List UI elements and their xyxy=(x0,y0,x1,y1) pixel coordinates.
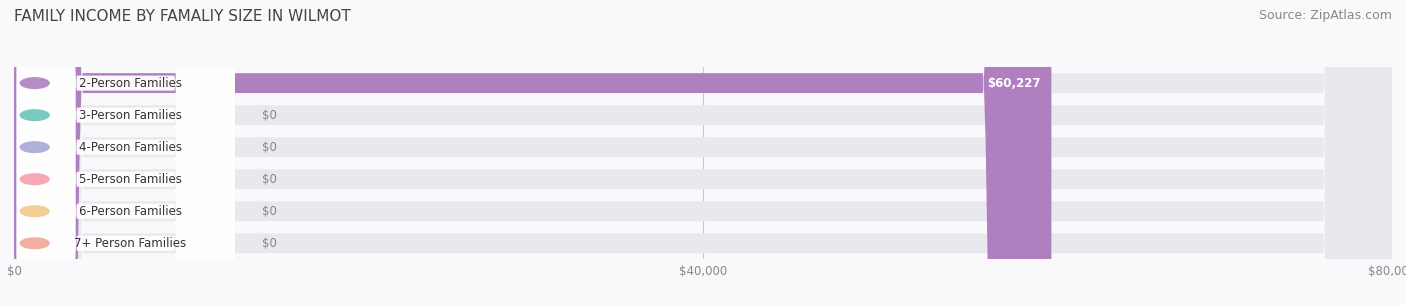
Text: 5-Person Families: 5-Person Families xyxy=(79,173,181,186)
FancyBboxPatch shape xyxy=(14,0,1392,305)
Ellipse shape xyxy=(20,109,49,121)
Ellipse shape xyxy=(20,141,49,153)
Text: FAMILY INCOME BY FAMALIY SIZE IN WILMOT: FAMILY INCOME BY FAMALIY SIZE IN WILMOT xyxy=(14,9,352,24)
Ellipse shape xyxy=(20,205,49,217)
FancyBboxPatch shape xyxy=(17,0,235,305)
Text: 7+ Person Families: 7+ Person Families xyxy=(75,237,186,250)
Text: $0: $0 xyxy=(262,141,277,154)
FancyBboxPatch shape xyxy=(17,0,235,305)
Text: 3-Person Families: 3-Person Families xyxy=(79,109,181,122)
Text: 2-Person Families: 2-Person Families xyxy=(79,77,181,90)
Text: $60,227: $60,227 xyxy=(987,77,1040,90)
FancyBboxPatch shape xyxy=(14,0,1392,305)
FancyBboxPatch shape xyxy=(17,0,235,305)
FancyBboxPatch shape xyxy=(14,0,1392,305)
Text: $0: $0 xyxy=(262,237,277,250)
FancyBboxPatch shape xyxy=(14,0,1392,305)
Ellipse shape xyxy=(20,173,49,185)
FancyBboxPatch shape xyxy=(14,0,1052,305)
Text: 4-Person Families: 4-Person Families xyxy=(79,141,181,154)
FancyBboxPatch shape xyxy=(14,0,1392,305)
Ellipse shape xyxy=(20,77,49,89)
Text: 6-Person Families: 6-Person Families xyxy=(79,205,181,218)
Text: $0: $0 xyxy=(262,173,277,186)
FancyBboxPatch shape xyxy=(14,0,1392,305)
FancyBboxPatch shape xyxy=(17,0,235,305)
Ellipse shape xyxy=(20,237,49,249)
Text: $0: $0 xyxy=(262,109,277,122)
FancyBboxPatch shape xyxy=(17,0,235,305)
FancyBboxPatch shape xyxy=(17,0,235,305)
Text: $0: $0 xyxy=(262,205,277,218)
Text: Source: ZipAtlas.com: Source: ZipAtlas.com xyxy=(1258,9,1392,22)
